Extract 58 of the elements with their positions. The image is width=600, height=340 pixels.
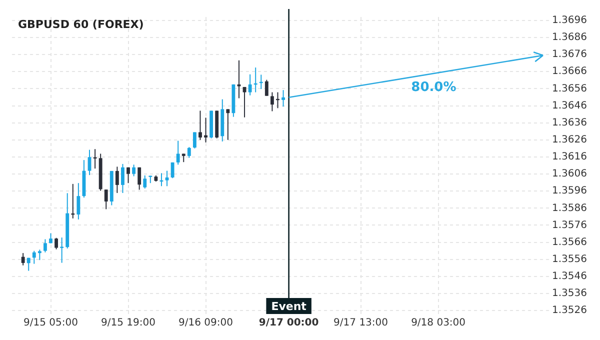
candlestick — [176, 140, 180, 166]
candlestick — [60, 237, 64, 264]
candlestick — [44, 238, 47, 253]
candlestick — [115, 166, 119, 194]
y-tick-label: 1.3526 — [552, 305, 588, 316]
chart-title: GBPUSD 60 (FOREX) — [18, 18, 144, 31]
candlestick — [170, 162, 174, 179]
y-tick-label: 1.3546 — [552, 271, 588, 282]
y-tick-label: 1.3636 — [552, 117, 588, 128]
candlestick — [26, 257, 30, 272]
y-tick-label: 1.3566 — [552, 236, 588, 248]
y-tick-label: 1.3676 — [552, 49, 588, 60]
candlestick — [126, 166, 130, 184]
y-tick-label: 1.3686 — [552, 32, 588, 44]
candlestick — [138, 166, 142, 190]
candlestick — [282, 90, 285, 108]
candlestick — [198, 110, 202, 140]
annotation: 80.0% — [411, 80, 456, 95]
candlestick — [132, 164, 136, 177]
candlestick — [104, 189, 108, 210]
candlestick — [226, 108, 230, 140]
candlestick — [76, 182, 80, 220]
y-tick-label: 1.3626 — [552, 134, 588, 146]
x-tick-label: 9/17 13:00 — [334, 318, 388, 329]
x-tick-label: 9/18 03:00 — [411, 318, 466, 329]
candlestick — [187, 146, 191, 158]
y-tick-label: 1.3606 — [552, 168, 588, 180]
x-tick-label: 9/17 00:00 — [258, 318, 319, 329]
candlestick — [270, 92, 274, 112]
candlestick — [38, 249, 42, 261]
x-tick-label: 9/15 05:00 — [24, 318, 78, 329]
y-tick-label: 1.3616 — [552, 152, 588, 163]
candlestick — [264, 79, 268, 96]
candlestick — [54, 237, 58, 250]
y-tick-label: 1.3576 — [552, 220, 588, 231]
candlestick — [237, 60, 241, 99]
candlestick — [192, 132, 196, 149]
x-tick-label: 9/16 09:00 — [178, 318, 233, 329]
y-tick-label: 1.3596 — [552, 186, 588, 197]
candlestick — [49, 232, 52, 244]
candlestick — [21, 252, 25, 266]
y-tick-label: 1.3556 — [552, 254, 588, 265]
x-tick-label: 9/15 19:00 — [101, 318, 156, 329]
candlestick — [242, 86, 246, 118]
ref-line-label: Event — [271, 300, 306, 313]
candlestick — [88, 149, 92, 176]
candlestick — [143, 174, 147, 190]
y-tick-label: 1.3536 — [552, 288, 588, 300]
candlestick — [248, 74, 252, 96]
y-tick-label: 1.3696 — [552, 15, 588, 26]
candlestick — [165, 170, 169, 187]
candlestick — [204, 117, 208, 143]
candlestick — [32, 250, 36, 264]
y-tick-label: 1.3656 — [552, 83, 588, 94]
y-tick-label: 1.3646 — [552, 100, 588, 112]
y-tick-label: 1.3666 — [552, 66, 588, 78]
candlestick — [121, 163, 124, 194]
y-tick-label: 1.3586 — [552, 202, 588, 214]
